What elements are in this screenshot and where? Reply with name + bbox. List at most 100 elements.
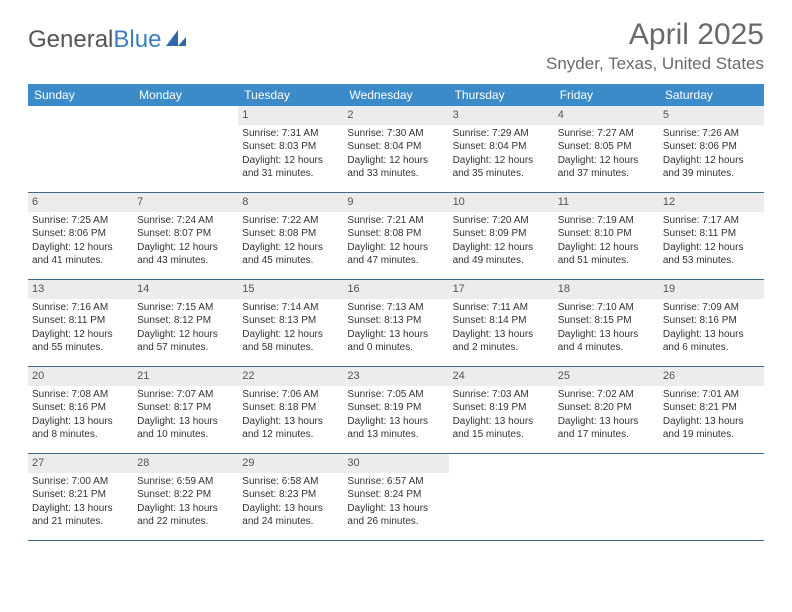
sunrise-text: Sunrise: 6:57 AM bbox=[347, 475, 444, 489]
day-body: Sunrise: 7:05 AMSunset: 8:19 PMDaylight:… bbox=[343, 386, 448, 446]
day-cell: 23Sunrise: 7:05 AMSunset: 8:19 PMDayligh… bbox=[343, 367, 448, 453]
weekday-header: Saturday bbox=[659, 84, 764, 106]
day-cell: 1Sunrise: 7:31 AMSunset: 8:03 PMDaylight… bbox=[238, 106, 343, 192]
daylight-text: Daylight: 12 hours bbox=[32, 328, 129, 342]
daylight-text: and 10 minutes. bbox=[137, 428, 234, 442]
sunrise-text: Sunrise: 7:02 AM bbox=[558, 388, 655, 402]
daylight-text: Daylight: 12 hours bbox=[663, 154, 760, 168]
sunrise-text: Sunrise: 7:26 AM bbox=[663, 127, 760, 141]
day-cell: 6Sunrise: 7:25 AMSunset: 8:06 PMDaylight… bbox=[28, 193, 133, 279]
day-body: Sunrise: 7:31 AMSunset: 8:03 PMDaylight:… bbox=[238, 125, 343, 185]
sunrise-text: Sunrise: 7:31 AM bbox=[242, 127, 339, 141]
day-cell: 14Sunrise: 7:15 AMSunset: 8:12 PMDayligh… bbox=[133, 280, 238, 366]
daylight-text: Daylight: 13 hours bbox=[453, 415, 550, 429]
day-number: 19 bbox=[659, 280, 764, 299]
day-body: Sunrise: 7:19 AMSunset: 8:10 PMDaylight:… bbox=[554, 212, 659, 272]
daylight-text: Daylight: 12 hours bbox=[453, 241, 550, 255]
day-number: 2 bbox=[343, 106, 448, 125]
sunset-text: Sunset: 8:15 PM bbox=[558, 314, 655, 328]
daylight-text: and 55 minutes. bbox=[32, 341, 129, 355]
daylight-text: Daylight: 13 hours bbox=[347, 415, 444, 429]
sunset-text: Sunset: 8:05 PM bbox=[558, 140, 655, 154]
sunrise-text: Sunrise: 7:11 AM bbox=[453, 301, 550, 315]
sunrise-text: Sunrise: 7:00 AM bbox=[32, 475, 129, 489]
daylight-text: Daylight: 12 hours bbox=[453, 154, 550, 168]
sail-icon bbox=[165, 26, 187, 54]
day-body: Sunrise: 7:15 AMSunset: 8:12 PMDaylight:… bbox=[133, 299, 238, 359]
day-number: 5 bbox=[659, 106, 764, 125]
daylight-text: Daylight: 13 hours bbox=[558, 328, 655, 342]
daylight-text: Daylight: 13 hours bbox=[663, 415, 760, 429]
daylight-text: Daylight: 12 hours bbox=[663, 241, 760, 255]
day-number: 3 bbox=[449, 106, 554, 125]
daylight-text: Daylight: 12 hours bbox=[137, 328, 234, 342]
title-block: April 2025 Snyder, Texas, United States bbox=[546, 18, 764, 74]
daylight-text: and 15 minutes. bbox=[453, 428, 550, 442]
sunrise-text: Sunrise: 7:09 AM bbox=[663, 301, 760, 315]
location: Snyder, Texas, United States bbox=[546, 54, 764, 74]
sunrise-text: Sunrise: 6:58 AM bbox=[242, 475, 339, 489]
day-number: 18 bbox=[554, 280, 659, 299]
sunset-text: Sunset: 8:13 PM bbox=[242, 314, 339, 328]
day-body: Sunrise: 7:02 AMSunset: 8:20 PMDaylight:… bbox=[554, 386, 659, 446]
sunrise-text: Sunrise: 7:06 AM bbox=[242, 388, 339, 402]
day-number: 8 bbox=[238, 193, 343, 212]
day-body: Sunrise: 7:21 AMSunset: 8:08 PMDaylight:… bbox=[343, 212, 448, 272]
day-body: Sunrise: 7:30 AMSunset: 8:04 PMDaylight:… bbox=[343, 125, 448, 185]
day-body: Sunrise: 7:26 AMSunset: 8:06 PMDaylight:… bbox=[659, 125, 764, 185]
daylight-text: and 22 minutes. bbox=[137, 515, 234, 529]
daylight-text: Daylight: 13 hours bbox=[32, 415, 129, 429]
sunset-text: Sunset: 8:21 PM bbox=[32, 488, 129, 502]
day-cell: 28Sunrise: 6:59 AMSunset: 8:22 PMDayligh… bbox=[133, 454, 238, 540]
sunset-text: Sunset: 8:07 PM bbox=[137, 227, 234, 241]
sunrise-text: Sunrise: 7:08 AM bbox=[32, 388, 129, 402]
day-number: 24 bbox=[449, 367, 554, 386]
day-number: 10 bbox=[449, 193, 554, 212]
day-cell: 22Sunrise: 7:06 AMSunset: 8:18 PMDayligh… bbox=[238, 367, 343, 453]
day-body: Sunrise: 7:24 AMSunset: 8:07 PMDaylight:… bbox=[133, 212, 238, 272]
week-row: 1Sunrise: 7:31 AMSunset: 8:03 PMDaylight… bbox=[28, 106, 764, 193]
daylight-text: and 37 minutes. bbox=[558, 167, 655, 181]
day-cell: 9Sunrise: 7:21 AMSunset: 8:08 PMDaylight… bbox=[343, 193, 448, 279]
sunset-text: Sunset: 8:24 PM bbox=[347, 488, 444, 502]
day-cell bbox=[554, 454, 659, 540]
sunset-text: Sunset: 8:22 PM bbox=[137, 488, 234, 502]
daylight-text: and 35 minutes. bbox=[453, 167, 550, 181]
weekday-row: Sunday Monday Tuesday Wednesday Thursday… bbox=[28, 84, 764, 106]
day-cell: 29Sunrise: 6:58 AMSunset: 8:23 PMDayligh… bbox=[238, 454, 343, 540]
daylight-text: and 12 minutes. bbox=[242, 428, 339, 442]
day-body: Sunrise: 7:13 AMSunset: 8:13 PMDaylight:… bbox=[343, 299, 448, 359]
daylight-text: Daylight: 12 hours bbox=[137, 241, 234, 255]
day-number: 14 bbox=[133, 280, 238, 299]
day-cell: 16Sunrise: 7:13 AMSunset: 8:13 PMDayligh… bbox=[343, 280, 448, 366]
daylight-text: Daylight: 13 hours bbox=[663, 328, 760, 342]
sunset-text: Sunset: 8:14 PM bbox=[453, 314, 550, 328]
sunrise-text: Sunrise: 7:05 AM bbox=[347, 388, 444, 402]
day-body: Sunrise: 7:25 AMSunset: 8:06 PMDaylight:… bbox=[28, 212, 133, 272]
daylight-text: Daylight: 13 hours bbox=[137, 502, 234, 516]
sunset-text: Sunset: 8:08 PM bbox=[242, 227, 339, 241]
day-number: 12 bbox=[659, 193, 764, 212]
sunrise-text: Sunrise: 7:15 AM bbox=[137, 301, 234, 315]
sunset-text: Sunset: 8:06 PM bbox=[32, 227, 129, 241]
day-number: 15 bbox=[238, 280, 343, 299]
day-cell: 30Sunrise: 6:57 AMSunset: 8:24 PMDayligh… bbox=[343, 454, 448, 540]
sunrise-text: Sunrise: 7:19 AM bbox=[558, 214, 655, 228]
day-body: Sunrise: 7:03 AMSunset: 8:19 PMDaylight:… bbox=[449, 386, 554, 446]
day-cell: 4Sunrise: 7:27 AMSunset: 8:05 PMDaylight… bbox=[554, 106, 659, 192]
day-number: 16 bbox=[343, 280, 448, 299]
day-body: Sunrise: 6:58 AMSunset: 8:23 PMDaylight:… bbox=[238, 473, 343, 533]
header: GeneralBlue April 2025 Snyder, Texas, Un… bbox=[28, 18, 764, 74]
day-cell: 27Sunrise: 7:00 AMSunset: 8:21 PMDayligh… bbox=[28, 454, 133, 540]
daylight-text: Daylight: 12 hours bbox=[558, 154, 655, 168]
month-title: April 2025 bbox=[546, 18, 764, 52]
daylight-text: Daylight: 13 hours bbox=[32, 502, 129, 516]
sunset-text: Sunset: 8:17 PM bbox=[137, 401, 234, 415]
daylight-text: and 51 minutes. bbox=[558, 254, 655, 268]
daylight-text: Daylight: 12 hours bbox=[347, 241, 444, 255]
day-body: Sunrise: 7:08 AMSunset: 8:16 PMDaylight:… bbox=[28, 386, 133, 446]
brand-logo: GeneralBlue bbox=[28, 18, 187, 54]
sunrise-text: Sunrise: 7:07 AM bbox=[137, 388, 234, 402]
sunrise-text: Sunrise: 7:25 AM bbox=[32, 214, 129, 228]
week-row: 20Sunrise: 7:08 AMSunset: 8:16 PMDayligh… bbox=[28, 367, 764, 454]
